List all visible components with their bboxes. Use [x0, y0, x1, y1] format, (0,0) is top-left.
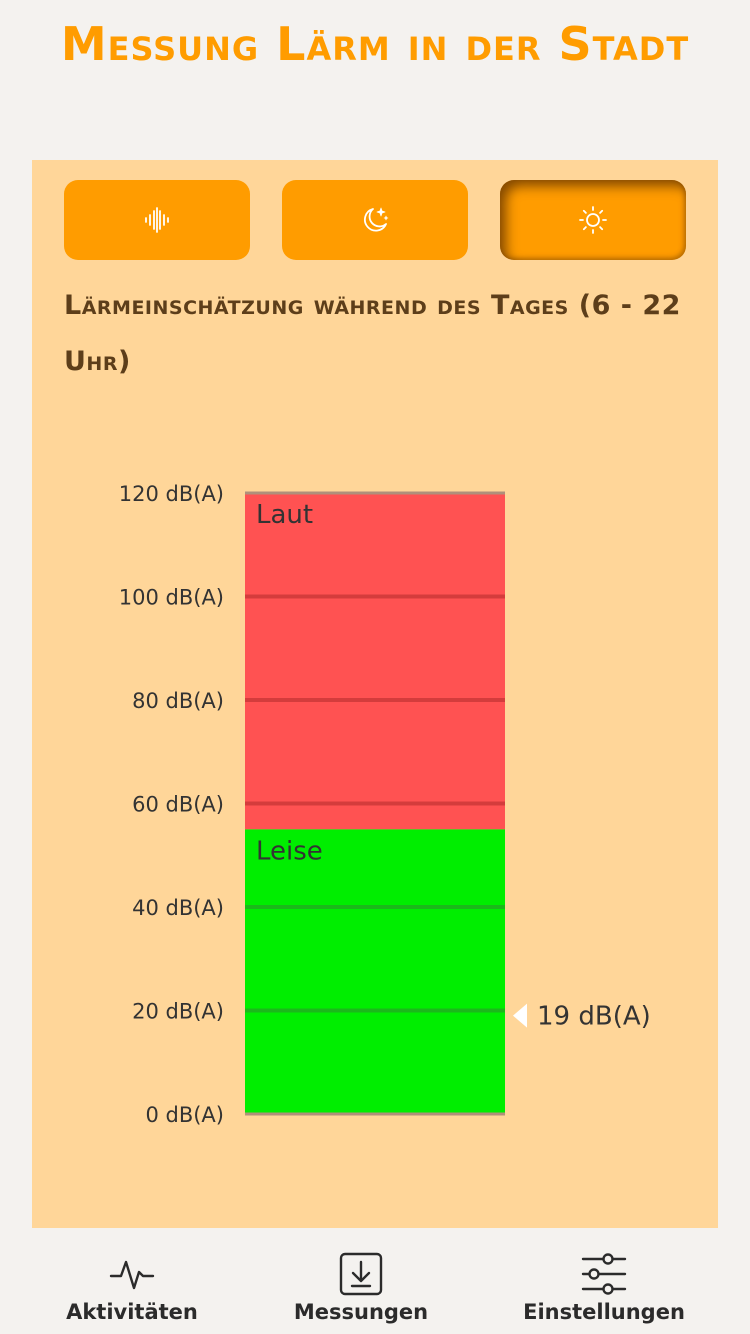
nav-item-activities[interactable]: Aktivitäten: [12, 1250, 252, 1334]
nav-label-activities: Aktivitäten: [66, 1300, 198, 1324]
section-title: Lärmeinschätzung während des Tages (6 - …: [64, 290, 681, 377]
nav-label-settings: Einstellungen: [523, 1300, 685, 1324]
nav-label-measurements: Messungen: [293, 1300, 429, 1324]
sliders-icon: [581, 1253, 627, 1295]
download-box-icon: [339, 1252, 383, 1296]
measurement-panel: Lärmeinschätzung während des Tages (6 - …: [32, 160, 718, 1228]
current-level-label: 19 dB(A): [537, 1002, 651, 1032]
app-title: Messung Lärm in der Stadt: [60, 17, 690, 71]
zone-loud: [245, 493, 505, 830]
tick-label: 20 dB(A): [132, 1000, 224, 1024]
tick-label: 60 dB(A): [132, 793, 224, 817]
sun-icon: [579, 206, 607, 234]
tick-label: 80 dB(A): [132, 689, 224, 713]
noise-level-chart: 120 dB(A) 100 dB(A) 80 dB(A) 60 dB(A) 40 dB(…: [119, 482, 651, 1127]
tick-label: 40 dB(A): [132, 896, 224, 920]
mode-button-night[interactable]: [282, 180, 468, 260]
bottom-navigation: Aktivitäten Messungen Einstellungen: [0, 1240, 750, 1334]
zone-quiet: [245, 829, 505, 1114]
moon-stars-icon: [364, 207, 389, 232]
tick-label: 120 dB(A): [119, 482, 224, 506]
mode-button-sound[interactable]: [64, 180, 250, 260]
tick-label: 0 dB(A): [145, 1103, 224, 1127]
activity-icon: [109, 1260, 155, 1290]
nav-item-measurements[interactable]: Messungen: [241, 1250, 481, 1334]
sound-wave-icon: [145, 207, 169, 233]
zone-label-quiet: Leise: [256, 836, 323, 866]
zone-label-loud: Laut: [256, 500, 313, 530]
current-level-marker: [513, 1003, 527, 1028]
mode-button-day[interactable]: [500, 180, 686, 260]
nav-item-settings[interactable]: Einstellungen: [484, 1250, 724, 1334]
tick-label: 100 dB(A): [119, 586, 224, 610]
